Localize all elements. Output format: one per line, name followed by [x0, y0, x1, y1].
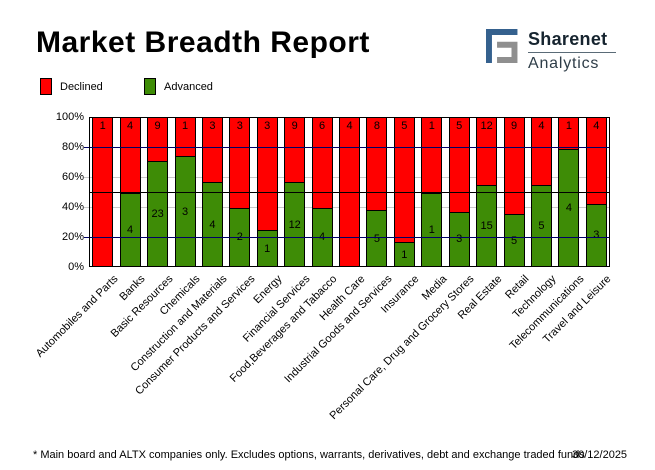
advanced-segment: 12: [284, 182, 306, 267]
sharenet-logo: Sharenet Analytics: [486, 29, 616, 73]
advanced-segment: 1: [421, 193, 443, 267]
advanced-count-label: 4: [565, 201, 572, 214]
advanced-count-label: 3: [593, 229, 600, 242]
advanced-segment: 23: [147, 160, 169, 267]
advanced-count-label: 1: [428, 224, 435, 236]
advanced-count-label: 5: [373, 232, 380, 245]
advanced-segment: 5: [530, 184, 552, 267]
y-axis-label-0: 0%: [68, 261, 84, 273]
declined-count-label: 8: [373, 120, 380, 132]
advanced-segment: 3: [174, 156, 196, 267]
legend-label-declined: Declined: [60, 80, 103, 93]
logo-analytics-text: Analytics: [528, 55, 600, 72]
gridline-20: [89, 237, 610, 238]
y-axis-label-60: 60%: [61, 171, 84, 183]
declined-count-label: 5: [456, 120, 463, 132]
declined-count-label: 6: [319, 120, 326, 132]
legend-item-declined: Declined: [40, 78, 103, 95]
declined-count-label: 1: [181, 120, 189, 132]
advanced-segment: 4: [119, 193, 141, 267]
advanced-segment: 4: [201, 182, 223, 267]
advanced-count-label: 4: [127, 224, 134, 236]
advanced-count-label: 1: [264, 242, 271, 255]
legend-swatch-declined: [40, 78, 52, 95]
logo-brand-text: Sharenet: [528, 29, 608, 49]
advanced-segment: 4: [558, 148, 580, 267]
y-axis-label-40: 40%: [61, 201, 84, 213]
declined-count-label: 5: [401, 120, 408, 132]
declined-count-label: 4: [593, 120, 600, 132]
declined-count-label: 4: [538, 120, 545, 132]
declined-count-label: 12: [480, 120, 493, 132]
logo-divider: [528, 52, 616, 53]
y-axis-tick: [84, 207, 89, 208]
declined-count-label: 9: [291, 120, 298, 132]
advanced-count-label: 3: [181, 205, 189, 218]
y-axis-tick: [84, 237, 89, 238]
legend-label-advanced: Advanced: [164, 80, 213, 93]
advanced-count-label: 15: [480, 219, 493, 232]
advanced-segment: 5: [503, 214, 525, 267]
y-axis-label-80: 80%: [61, 141, 84, 153]
legend-swatch-advanced: [144, 78, 156, 95]
advanced-segment: 15: [476, 184, 498, 267]
advanced-segment: 3: [448, 211, 470, 267]
declined-count-label: 3: [209, 120, 216, 132]
logo-text: Sharenet Analytics: [528, 29, 616, 73]
declined-count-label: 9: [154, 120, 161, 132]
declined-count-label: 4: [127, 120, 134, 132]
chart-plot: 1449231334323191264485511153121595451443: [89, 117, 610, 267]
declined-count-label: 1: [99, 120, 106, 132]
gridline-50: [89, 192, 610, 193]
y-axis-label-100: 100%: [55, 111, 84, 123]
advanced-count-label: 5: [510, 234, 518, 247]
y-axis-label-20: 20%: [61, 231, 84, 243]
declined-count-label: 9: [510, 120, 518, 132]
declined-count-label: 3: [264, 120, 271, 132]
advanced-count-label: 5: [538, 219, 545, 232]
advanced-segment: 1: [256, 230, 278, 267]
gridline-80: [89, 147, 610, 148]
y-axis-tick: [84, 147, 89, 148]
advanced-count-label: 4: [209, 218, 216, 231]
declined-count-label: 1: [428, 120, 435, 132]
declined-count-label: 3: [236, 120, 243, 132]
advanced-segment: 1: [393, 242, 415, 267]
advanced-count-label: 1: [401, 248, 408, 261]
advanced-count-label: 12: [288, 218, 301, 231]
y-axis-tick: [84, 177, 89, 178]
advanced-segment: 5: [366, 210, 388, 267]
page-title: Market Breadth Report: [36, 26, 370, 59]
declined-count-label: 4: [346, 120, 353, 132]
advanced-segment: 3: [585, 203, 607, 267]
declined-count-label: 1: [565, 120, 572, 132]
advanced-count-label: 23: [151, 207, 164, 220]
legend-item-advanced: Advanced: [144, 78, 213, 95]
sharenet-s-icon: [486, 29, 518, 63]
footnote: * Main board and ALTX companies only. Ex…: [33, 449, 585, 461]
report-date: 30/12/2025: [572, 449, 628, 461]
advanced-count-label: 3: [456, 233, 463, 246]
